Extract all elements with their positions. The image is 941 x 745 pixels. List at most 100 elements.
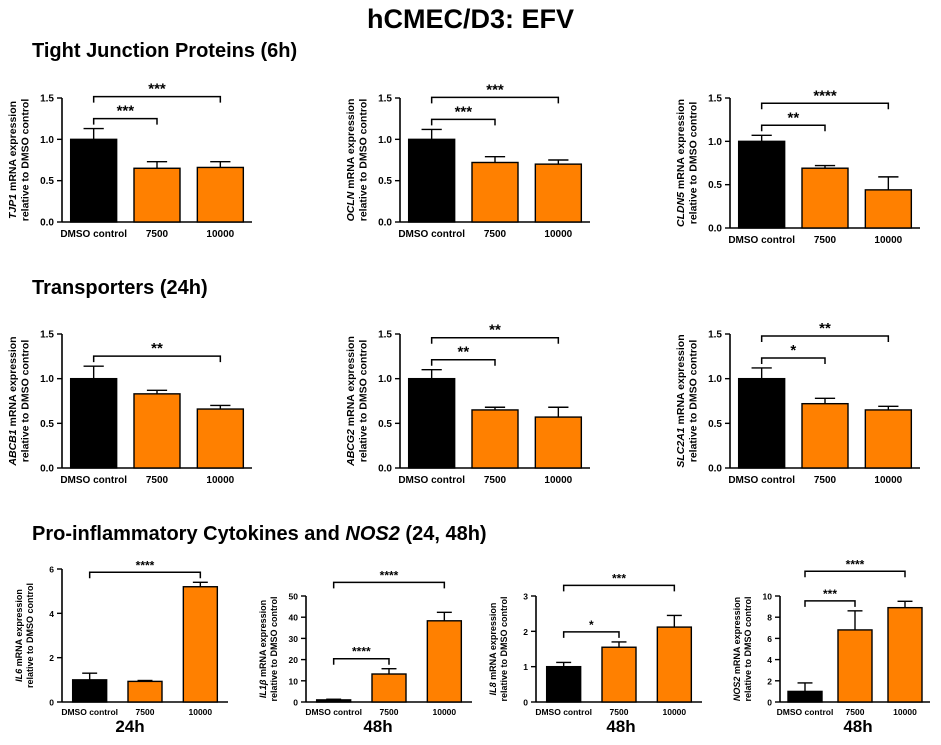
nos2-significance-label: *** [823, 587, 837, 601]
il6-x-tick-label: 7500 [136, 707, 155, 717]
il1-significance-label: **** [352, 645, 371, 659]
il8-significance-bracket [562, 631, 620, 638]
il8-y-axis-label-suffix: mRNA expression [488, 603, 498, 683]
timepoint-label-il1b: 48h [363, 717, 393, 736]
slc2a1-y-tick-label: 1.5 [708, 330, 722, 341]
il8-significance-label: *** [612, 571, 626, 585]
cldn5-x-tick-label: DMSO control [728, 235, 795, 246]
cldn5-y-axis-label-gene: CLDN5 [675, 192, 687, 227]
cldn5-y-tick-label: 0.5 [708, 180, 722, 191]
cldn5-bar-1 [801, 167, 849, 229]
cldn5-y-axis-label-suffix: mRNA expression [675, 99, 687, 192]
ocln-y-axis-label-suffix: mRNA expression [345, 99, 357, 192]
slc2a1-significance-label: ** [819, 320, 831, 337]
abcb1-y-tick-label: 0.0 [40, 464, 54, 475]
slc2a1-significance-bracket [760, 357, 826, 364]
cldn5-significance-label: **** [813, 87, 837, 104]
abcb1-y-tick-label: 0.5 [40, 419, 54, 430]
abcb1-y-axis-label-line2: relative to DMSO control [20, 340, 32, 463]
il6-significance-label: **** [136, 558, 155, 572]
il1-x-tick-label: 10000 [433, 707, 457, 717]
abcb1-y-axis-label-gene: ABCB1 [7, 429, 19, 466]
slc2a1-y-axis-label-line2: relative to DMSO control [688, 340, 700, 463]
il8-bar-0 [545, 665, 582, 703]
ocln-y-axis-label-gene: OCLN [345, 191, 357, 221]
nos2-x-tick-label: 10000 [893, 707, 917, 717]
cldn5-x-tick-label: 7500 [814, 235, 837, 246]
nos2-x-tick-label: 7500 [846, 707, 865, 717]
il1-y-tick-label: 0 [293, 698, 298, 708]
abcb1-x-tick-label: 7500 [146, 475, 169, 486]
abcg2-y-tick-label: 0.0 [378, 464, 392, 475]
section-title-cytokines-gene: NOS2 [345, 523, 400, 545]
il8-y-axis-label-gene: IL8 [488, 682, 498, 695]
il6-y-axis-label: IL6 mRNA expression [14, 589, 24, 682]
abcg2-bar-1 [471, 409, 519, 469]
nos2-bar-1 [837, 629, 873, 703]
abcb1-y-axis-label-suffix: mRNA expression [7, 336, 19, 429]
tjp1-y-axis-label: TJP1 mRNA expression [7, 101, 19, 219]
abcb1-x-tick-label: 10000 [206, 475, 234, 486]
section-title-transporters: Transporters (24h) [32, 277, 208, 299]
cldn5-significance-bracket [760, 102, 890, 110]
abcb1-bar-1 [133, 393, 181, 469]
nos2-significance-bracket [804, 600, 856, 607]
il6-bar-1 [127, 680, 163, 703]
ocln-y-tick-label: 0.5 [378, 176, 392, 187]
cldn5-y-tick-label: 1.0 [708, 137, 722, 148]
tjp1-significance-label: *** [117, 103, 135, 120]
tjp1-x-tick-label: 10000 [206, 229, 234, 240]
tjp1-y-tick-label: 1.5 [40, 94, 54, 105]
il8-x-tick-label: 7500 [610, 707, 629, 717]
abcb1-bar-0 [69, 377, 118, 469]
abcb1-y-axis-label: ABCB1 mRNA expression [7, 336, 19, 466]
nos2-y-tick-label: 4 [767, 655, 772, 665]
tjp1-y-axis-label-line2: relative to DMSO control [20, 99, 32, 222]
section-title-cytokines: Pro-inflammatory Cytokines and NOS2 (24,… [32, 523, 487, 546]
nos2-y-tick-label: 2 [767, 676, 772, 686]
ocln-bar-1 [471, 161, 519, 223]
il8-bar-1 [601, 646, 637, 703]
nos2-y-tick-label: 8 [767, 613, 772, 623]
il6-significance-bracket [88, 571, 202, 579]
slc2a1-x-tick-label: DMSO control [728, 475, 795, 486]
ocln-significance-bracket [430, 118, 496, 126]
il8-x-tick-label: 10000 [663, 707, 687, 717]
cldn5-y-axis-label-line2: relative to DMSO control [688, 102, 700, 225]
il1-y-axis-label-gene: IL1β [258, 679, 268, 698]
slc2a1-y-axis-label: SLC2A1 mRNA expression [675, 334, 687, 467]
il1-significance-label: **** [380, 568, 399, 582]
il8-y-tick-label: 3 [523, 592, 528, 602]
cldn5-y-axis-label: CLDN5 mRNA expression [675, 99, 687, 227]
slc2a1-bar-0 [737, 377, 786, 469]
il1-y-tick-label: 30 [289, 634, 299, 644]
abcg2-bar-2 [534, 416, 583, 469]
il8-y-axis-label-line2: relative to DMSO control [499, 596, 509, 701]
cldn5-x-tick-label: 10000 [874, 235, 902, 246]
tjp1-y-axis-label-gene: TJP1 [7, 194, 19, 219]
il6-bar-2 [182, 586, 219, 703]
il8-y-tick-label: 1 [523, 662, 528, 672]
il6-y-tick-label: 2 [49, 653, 54, 663]
slc2a1-y-tick-label: 1.0 [708, 374, 722, 385]
abcb1-y-tick-label: 1.5 [40, 330, 54, 341]
tjp1-bar-1 [133, 167, 181, 223]
slc2a1-y-tick-label: 0.0 [708, 464, 722, 475]
il1-bar-0 [315, 699, 352, 703]
il6-y-axis-label-gene: IL6 [14, 668, 24, 682]
slc2a1-significance-bracket [760, 335, 890, 342]
il1-x-tick-label: DMSO control [305, 707, 362, 717]
abcg2-significance-label: ** [457, 344, 469, 361]
abcb1-significance-bracket [92, 355, 222, 363]
il1-x-tick-label: 7500 [380, 707, 399, 717]
abcg2-x-tick-label: 10000 [544, 475, 572, 486]
slc2a1-x-tick-label: 7500 [814, 475, 837, 486]
abcg2-bar-0 [407, 377, 456, 469]
tjp1-x-tick-label: DMSO control [60, 229, 127, 240]
ocln-significance-label: *** [486, 81, 504, 98]
slc2a1-x-tick-label: 10000 [874, 475, 902, 486]
il8-significance-bracket [562, 584, 676, 592]
slc2a1-bar-2 [864, 409, 913, 469]
nos2-significance-bracket [804, 570, 906, 578]
